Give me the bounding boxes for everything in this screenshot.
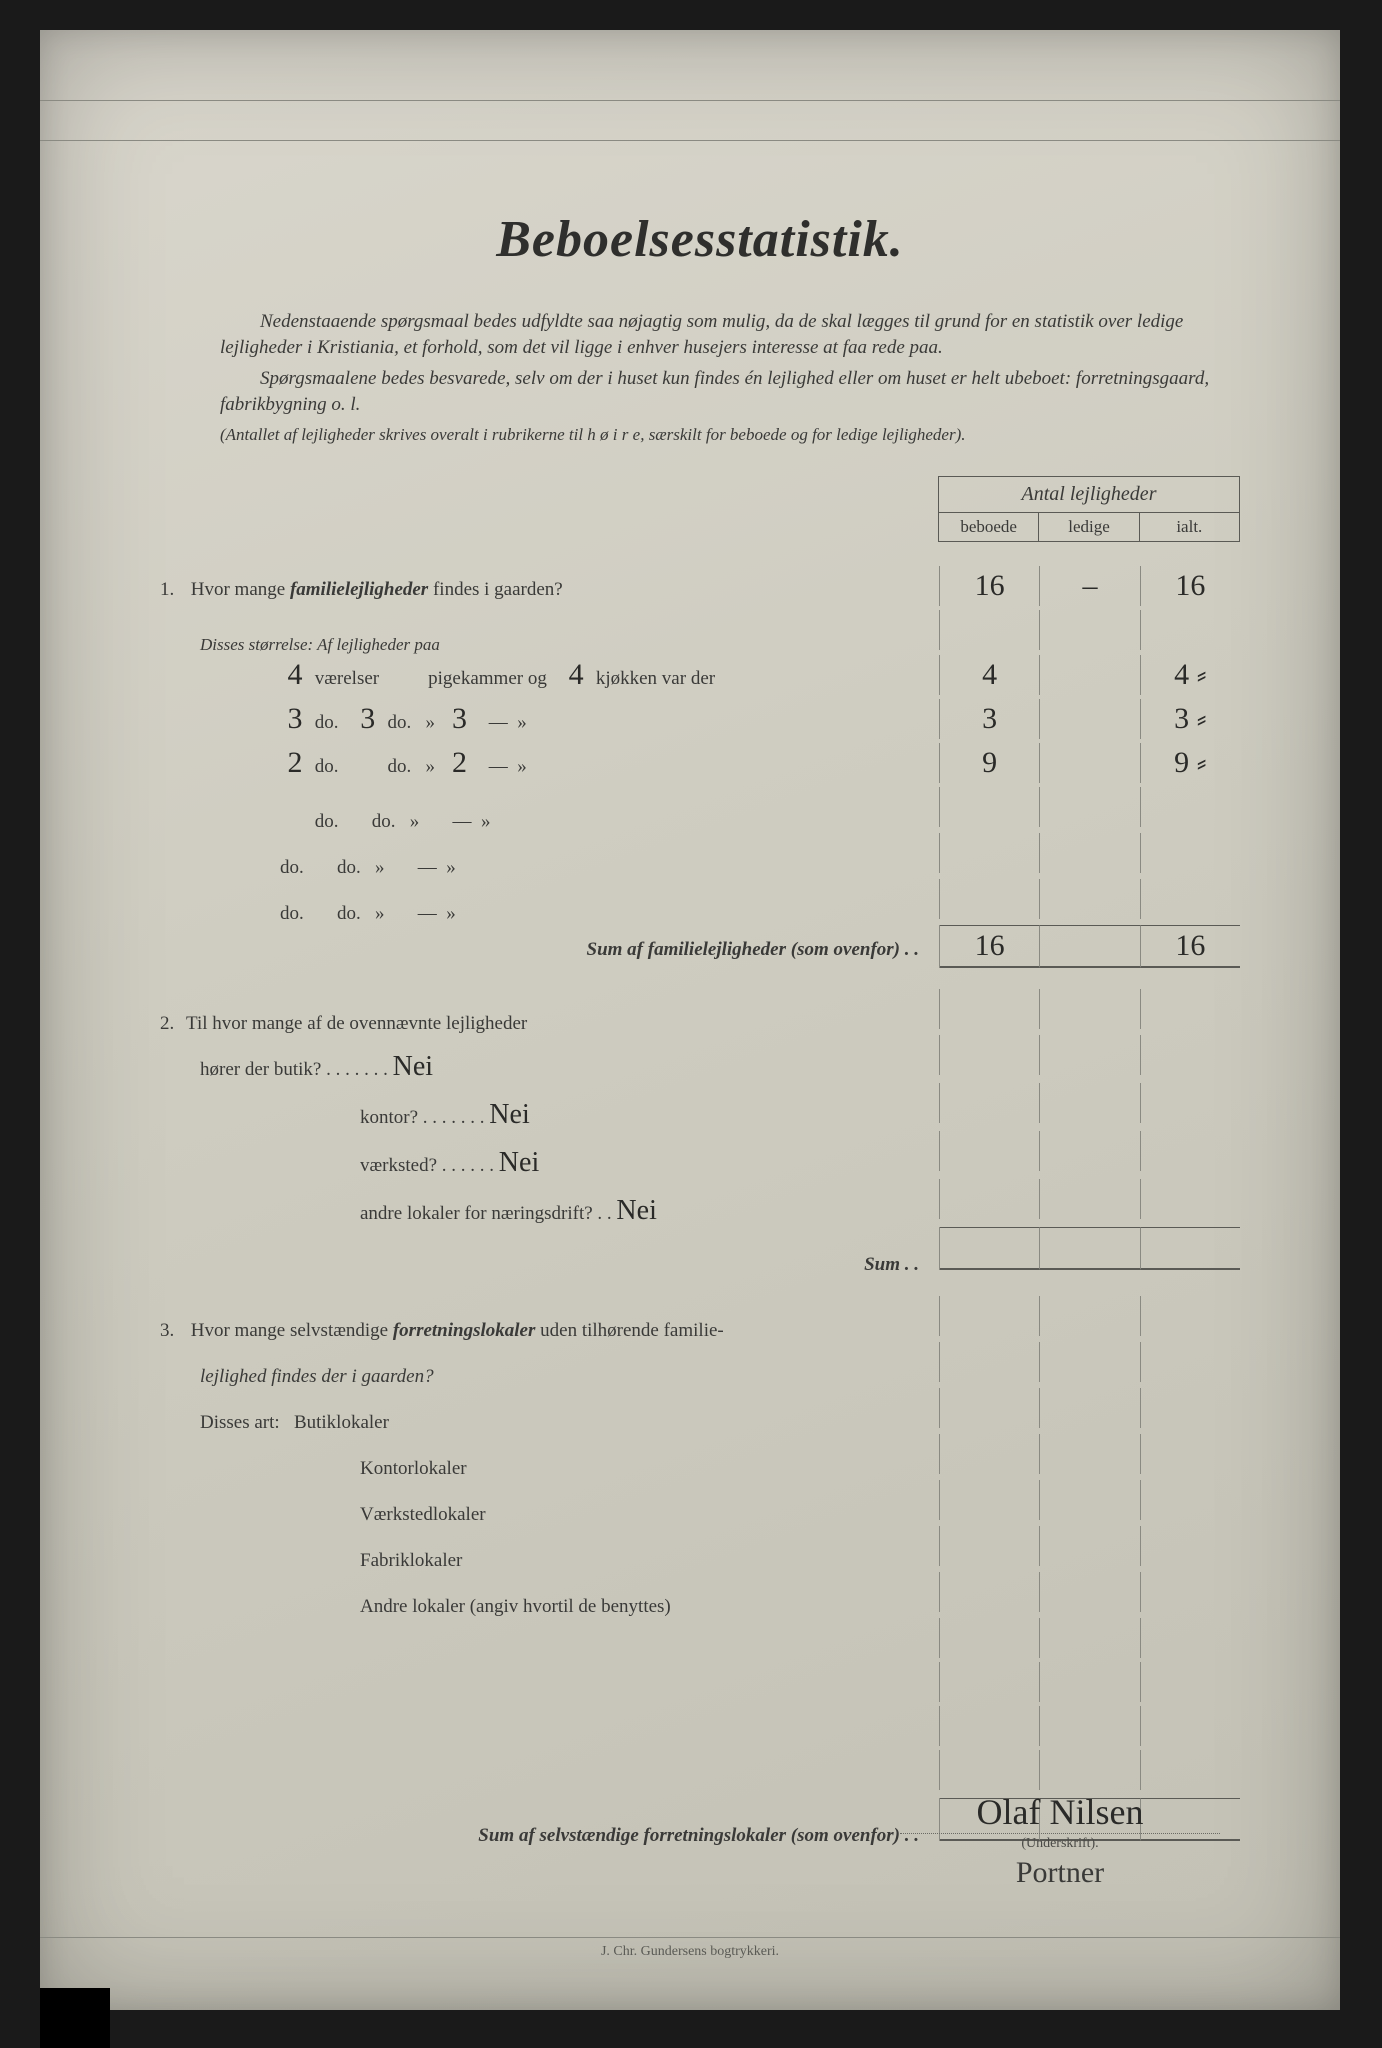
size-row-1: 3 do. 3 do. » 3 — » 3 3 ⸗: [160, 699, 1240, 743]
q2-row-3: andre lokaler for næringsdrift? . . Nei: [160, 1179, 1240, 1227]
size-row-2: 2 do. do. » 2 — » 9 9 ⸗: [160, 743, 1240, 787]
q3-lead: 3. Hvor mange selvstændige forretningslo…: [160, 1296, 1240, 1342]
signature-label: (Underskrift).: [900, 1833, 1220, 1852]
q3-art-0: Disses art: Butiklokaler: [160, 1388, 1240, 1434]
signature-block: Olaf Nilsen (Underskrift). Portner: [900, 1791, 1220, 1890]
scanned-page: Beboelsesstatistik. Nedenstaaende spørgs…: [40, 30, 1340, 2010]
q2-row-0: hører der butik? . . . . . . . Nei: [160, 1035, 1240, 1083]
document-title: Beboelsesstatistik.: [160, 210, 1240, 269]
col-header-title: Antal lejligheder: [939, 477, 1239, 513]
q2-row-1: kontor? . . . . . . . Nei: [160, 1083, 1240, 1131]
q1-row: 1. Hvor mange familielejligheder findes …: [160, 566, 1240, 610]
q1-beboede: 16: [940, 566, 1040, 606]
col-ledige: ledige: [1039, 513, 1139, 541]
intro-paragraph-1: Nedenstaaende spørgsmaal bedes udfyldte …: [220, 309, 1220, 360]
page-content: Beboelsesstatistik. Nedenstaaende spørgs…: [40, 30, 1340, 2010]
q3-art-2: Værkstedlokaler: [160, 1480, 1240, 1526]
size-row-0: 4 værelser pigekammer og 4 kjøkken var d…: [160, 655, 1240, 699]
q1-ialt: 16: [1141, 566, 1240, 606]
sizes-label-row: Disses størrelse: Af lejligheder paa: [160, 610, 1240, 655]
col-beboede: beboede: [939, 513, 1039, 541]
q2-lead: 2.Til hvor mange af de ovennævnte lejlig…: [160, 989, 1240, 1035]
q3-art-4: Andre lokaler (angiv hvortil de benyttes…: [160, 1572, 1240, 1618]
col-ialt: ialt.: [1140, 513, 1239, 541]
q3-art-3: Fabriklokaler: [160, 1526, 1240, 1572]
q2-sum: Sum . .: [160, 1227, 1240, 1276]
printer-credit: J. Chr. Gundersens bogtrykkeri.: [40, 1937, 1340, 1960]
intro-paragraph-2: Spørgsmaalene bedes besvarede, selv om d…: [220, 366, 1220, 417]
q3-lead2: lejlighed findes der i gaarden?: [160, 1342, 1240, 1388]
sum1-row: Sum af familielejligheder (som ovenfor) …: [160, 925, 1240, 969]
size-row-4: do. do. » — »: [160, 833, 1240, 879]
size-row-5: do. do. » — »: [160, 879, 1240, 925]
size-row-3: do. do. » — »: [160, 787, 1240, 833]
q1-ledige: –: [1040, 566, 1140, 606]
intro-paragraph-3: (Antallet af lejligheder skrives overalt…: [180, 424, 1220, 446]
q3-art-1: Kontorlokaler: [160, 1434, 1240, 1480]
q2-row-2: værksted? . . . . . . Nei: [160, 1131, 1240, 1179]
column-header: Antal lejligheder beboede ledige ialt.: [938, 476, 1240, 542]
signature-role: Portner: [900, 1856, 1220, 1890]
main-table: Antal lejligheder beboede ledige ialt. 1…: [160, 476, 1240, 1847]
scan-artifact: [40, 1988, 110, 2048]
signature-name: Olaf Nilsen: [900, 1791, 1220, 1833]
